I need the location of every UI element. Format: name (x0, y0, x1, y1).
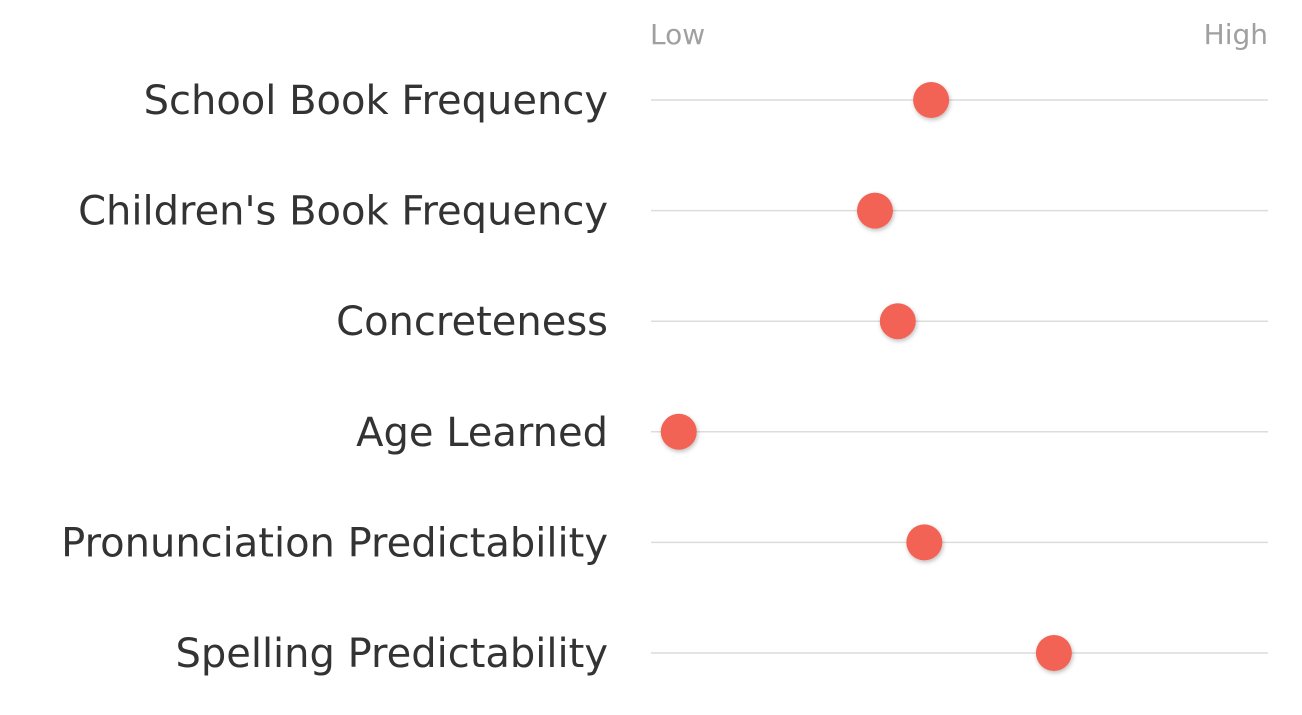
value-dot (906, 524, 943, 561)
chart-rows: School Book Frequency Children's Book Fre… (61, 78, 1268, 677)
value-dot (856, 192, 893, 229)
row-label: Concreteness (336, 299, 608, 345)
scale-high-label: High (1204, 18, 1268, 51)
value-dot (913, 82, 950, 118)
value-dot (879, 303, 916, 340)
value-dot (1035, 635, 1072, 671)
scale-low-label: Low (650, 18, 705, 51)
value-dot (660, 413, 697, 450)
row-label: School Book Frequency (144, 78, 608, 124)
row-label: Spelling Predictability (175, 631, 608, 677)
row-label: Age Learned (356, 410, 608, 456)
row-label: Pronunciation Predictability (61, 520, 608, 566)
row-label: Children's Book Frequency (78, 189, 608, 235)
